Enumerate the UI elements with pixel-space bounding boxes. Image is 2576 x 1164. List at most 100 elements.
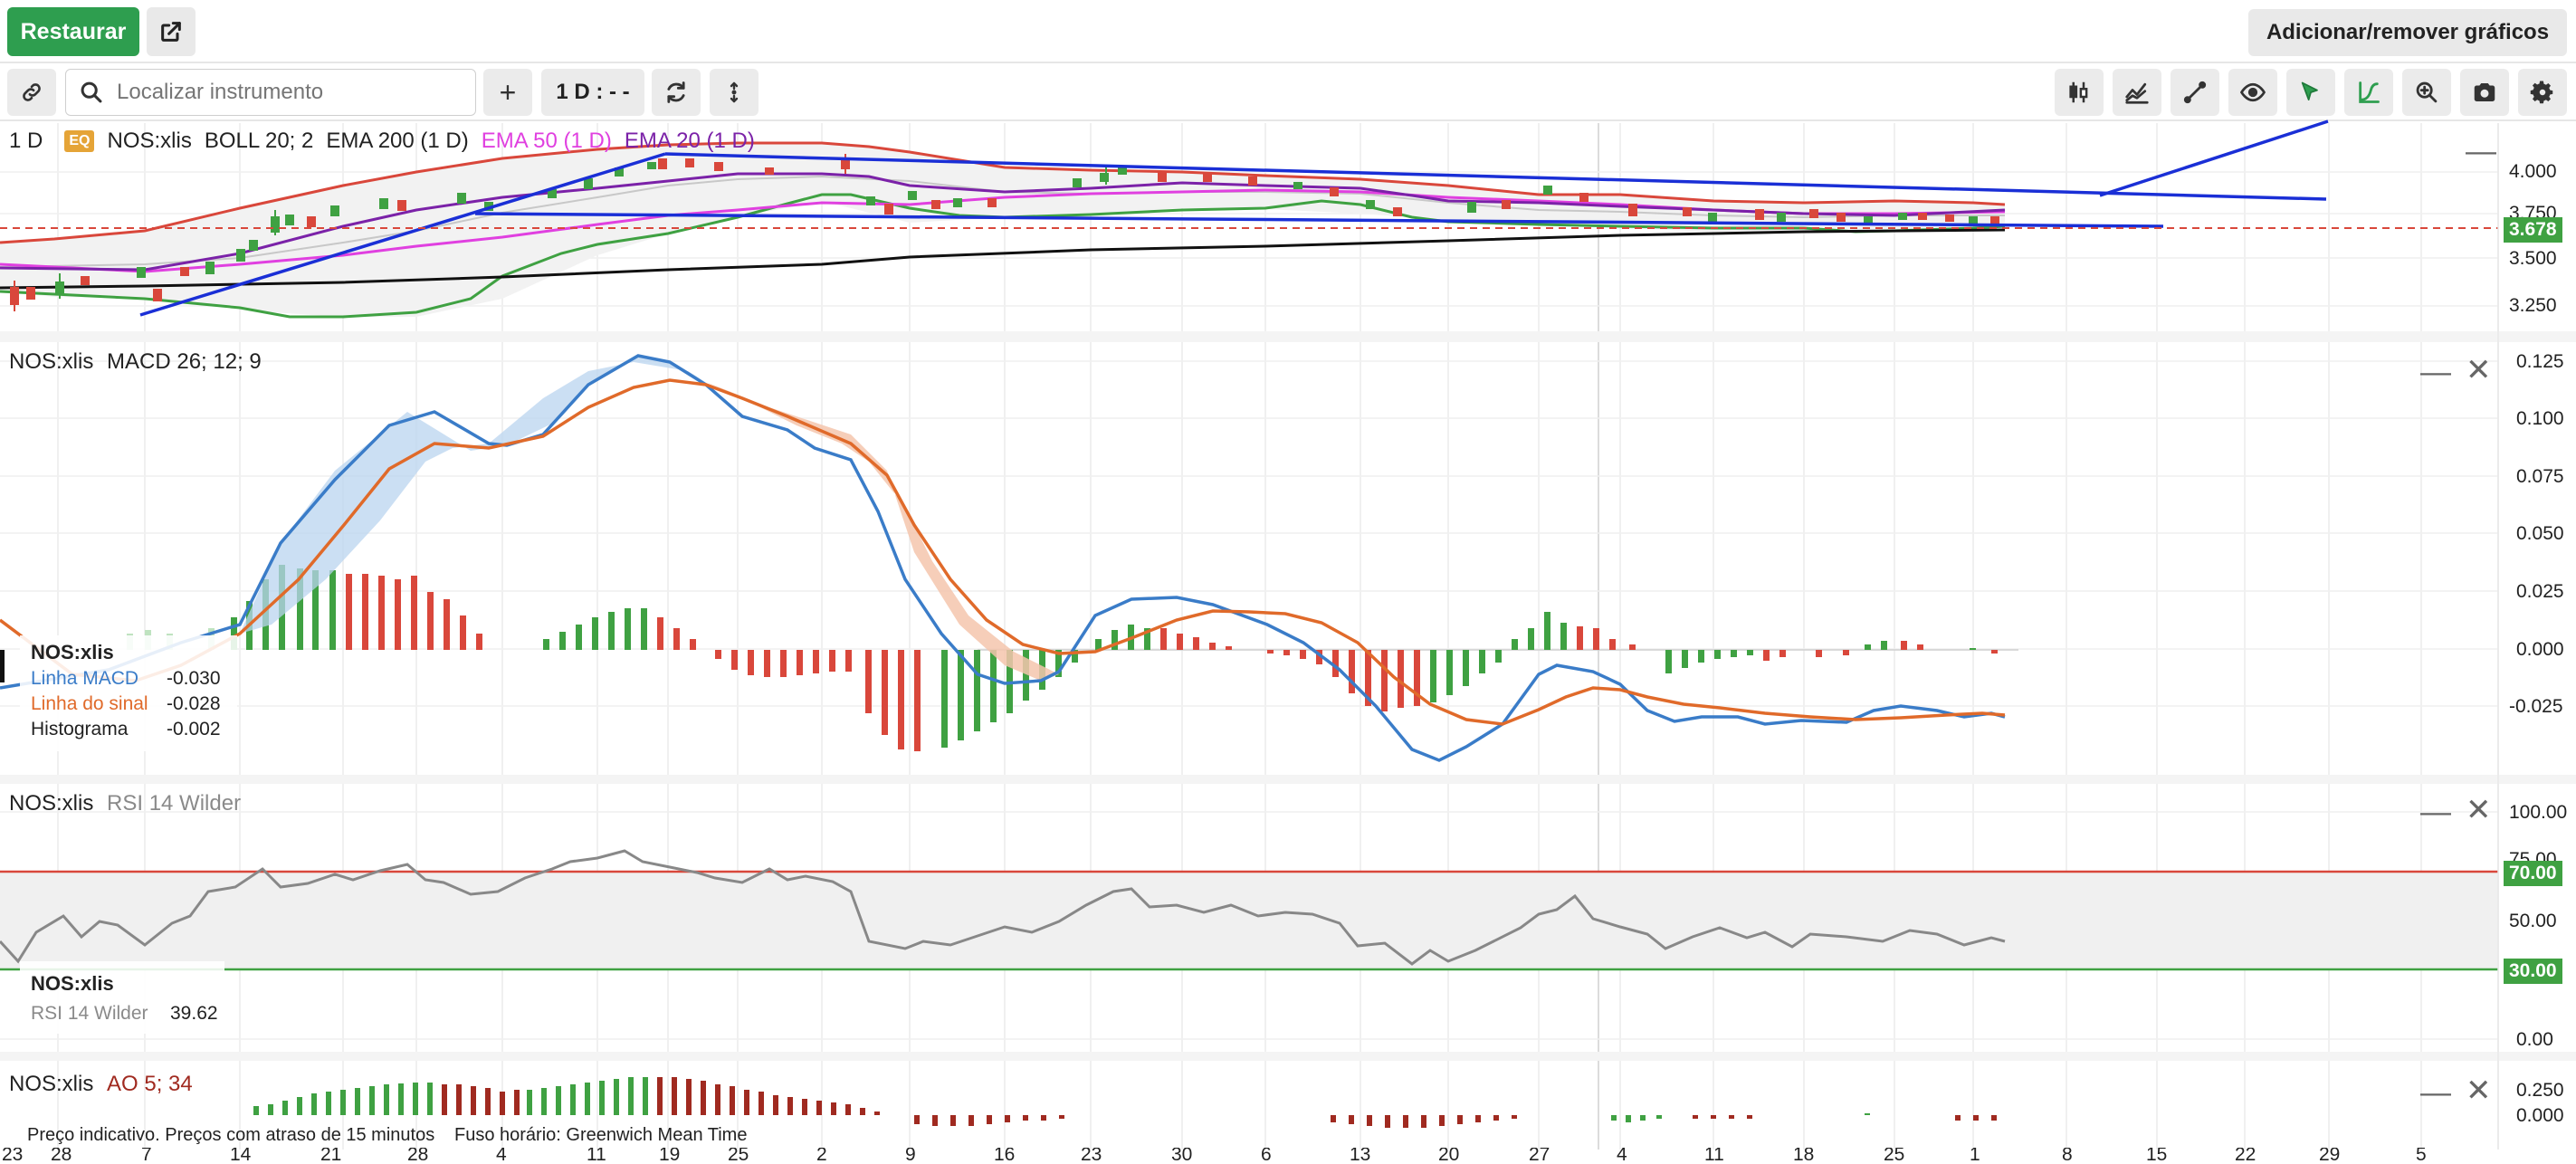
expand-vertical-button[interactable]	[710, 69, 758, 116]
x-axis-tick: 23	[2, 1148, 24, 1164]
add-instrument-button[interactable]: +	[483, 69, 532, 116]
rsi-axis-tick: 100.00	[2509, 802, 2568, 823]
search-input[interactable]	[115, 79, 463, 106]
rsi-indicator-label: RSI 14 Wilder	[107, 791, 242, 816]
ao-axis-tick: 0.000	[2516, 1105, 2564, 1126]
panel-separator-3[interactable]	[0, 1052, 2576, 1061]
disclaimer-text: Preço indicativo. Preços com atraso de 1…	[27, 1125, 435, 1145]
macd-axis-tick: 0.125	[2516, 351, 2564, 372]
visibility-button[interactable]	[2228, 69, 2277, 116]
refresh-button[interactable]	[652, 69, 701, 116]
panel-separator-1[interactable]	[0, 331, 2576, 342]
top-divider	[0, 62, 2576, 63]
macd-legend-signal-value: -0.028	[167, 693, 221, 714]
price-panel[interactable]	[0, 119, 2498, 319]
x-axis[interactable]: 23 28 7 14 21 28 4 11 19 25 2 9 16 23 30…	[0, 1148, 2576, 1164]
x-axis-tick: 7	[141, 1148, 152, 1164]
pointer-button[interactable]	[2286, 69, 2335, 116]
eye-icon	[2239, 82, 2266, 102]
panel-separator-2[interactable]	[0, 775, 2576, 784]
macd-axis-tick: 0.100	[2516, 408, 2564, 429]
rsi-legend-value: 39.62	[170, 1003, 218, 1024]
restore-button-label: Restaurar	[20, 18, 127, 44]
x-axis-tick: 11	[1704, 1148, 1724, 1164]
rsi-panel[interactable]	[0, 811, 2498, 1040]
bollinger-upper-line	[0, 141, 2006, 244]
x-axis-tick: 14	[230, 1148, 252, 1164]
rsi-panel-minimize-icon[interactable]: —	[2420, 795, 2451, 829]
x-axis-tick: 9	[905, 1148, 916, 1164]
macd-axis-tick: 0.075	[2516, 466, 2564, 487]
link-icon	[23, 83, 41, 101]
x-axis-tick: 15	[2146, 1148, 2168, 1164]
interval-label: 1 D	[9, 129, 43, 153]
current-price-tag: 3.678	[2504, 217, 2562, 243]
x-axis-tick: 22	[2235, 1148, 2256, 1164]
cursor-icon	[2301, 81, 2318, 101]
timezone-text: Fuso horário: Greenwich Mean Time	[454, 1125, 748, 1145]
x-axis-tick: 28	[51, 1148, 72, 1164]
search-field[interactable]	[65, 69, 476, 116]
plus-icon: +	[499, 75, 517, 109]
equity-badge: EQ	[64, 130, 95, 152]
price-panel-header: 1 D EQ NOS:xlis BOLL 20; 2 EMA 200 (1 D)…	[9, 129, 755, 154]
restore-button[interactable]: Restaurar	[7, 7, 139, 56]
ao-panel-close-icon[interactable]: ✕	[2466, 1073, 2492, 1108]
popout-button[interactable]	[147, 7, 196, 56]
screenshot-button[interactable]	[2460, 69, 2509, 116]
macd-panel-minimize-icon[interactable]: —	[2420, 355, 2451, 389]
x-axis-tick: 16	[994, 1148, 1016, 1164]
macd-axis-tick: -0.025	[2509, 696, 2563, 717]
x-axis-tick: 25	[1884, 1148, 1905, 1164]
ema200-label: EMA 200 (1 D)	[326, 129, 469, 153]
rsi-band	[0, 872, 2498, 969]
price-panel-minimize-icon[interactable]: —	[2466, 134, 2496, 168]
ao-histogram	[253, 1077, 1997, 1128]
price-axis-tick: 3.250	[2509, 295, 2557, 316]
ema200-line	[0, 228, 2006, 290]
candlestick-icon	[2069, 81, 2088, 103]
boll-label: BOLL 20; 2	[204, 129, 314, 153]
x-axis-tick: 1	[1970, 1148, 1980, 1164]
macd-legend: NOS:xlis Linha MACD -0.030 Linha do sina…	[20, 635, 237, 751]
rsi-axis-tick: 0.00	[2516, 1029, 2553, 1050]
macd-legend-macd-name: Linha MACD	[31, 668, 139, 689]
x-axis-tick: 21	[320, 1148, 342, 1164]
macd-panel-title: NOS:xlis MACD 26; 12; 9	[9, 349, 262, 375]
indicators-icon	[2125, 82, 2149, 104]
x-axis-tick: 4	[1617, 1148, 1627, 1164]
external-link-icon	[161, 22, 181, 42]
macd-indicator-label: MACD 26; 12; 9	[107, 349, 262, 374]
macd-panel-close-icon[interactable]: ✕	[2466, 353, 2492, 387]
ao-instrument-label: NOS:xlis	[9, 1072, 94, 1096]
chart-type-button[interactable]	[2055, 69, 2104, 116]
x-axis-tick: 2	[816, 1148, 827, 1164]
signal-line	[0, 378, 2006, 726]
settings-button[interactable]	[2518, 69, 2567, 116]
ao-panel-minimize-icon[interactable]: —	[2420, 1075, 2451, 1110]
rsi-lower-level-tag: 30.00	[2504, 959, 2562, 984]
x-axis-tick: 20	[1438, 1148, 1460, 1164]
rsi-panel-close-icon[interactable]: ✕	[2466, 793, 2492, 827]
x-axis-tick: 4	[496, 1148, 507, 1164]
ema20-line	[0, 172, 2006, 272]
macd-fill-positive	[240, 356, 706, 634]
curve-tool-button[interactable]	[2344, 69, 2393, 116]
trend-lines[interactable]	[139, 119, 2329, 317]
add-remove-charts-button[interactable]: Adicionar/remover gráficos	[2248, 9, 2567, 56]
refresh-icon	[667, 81, 685, 103]
macd-panel[interactable]	[0, 354, 2498, 762]
indicators-button[interactable]	[2113, 69, 2161, 116]
expand-vertical-icon	[730, 81, 739, 103]
search-icon	[81, 81, 102, 103]
rsi-upper-level-tag: 70.00	[2504, 861, 2562, 886]
x-axis-tick: 11	[587, 1148, 606, 1164]
interval-selector[interactable]: 1 D : - -	[541, 69, 644, 116]
link-button[interactable]	[7, 69, 56, 116]
zoom-button[interactable]	[2402, 69, 2451, 116]
macd-legend-macd-value: -0.030	[167, 668, 221, 689]
ao-panel[interactable]	[253, 1077, 1997, 1128]
draw-line-button[interactable]	[2171, 69, 2219, 116]
rsi-legend-name: RSI 14 Wilder	[31, 1003, 148, 1024]
